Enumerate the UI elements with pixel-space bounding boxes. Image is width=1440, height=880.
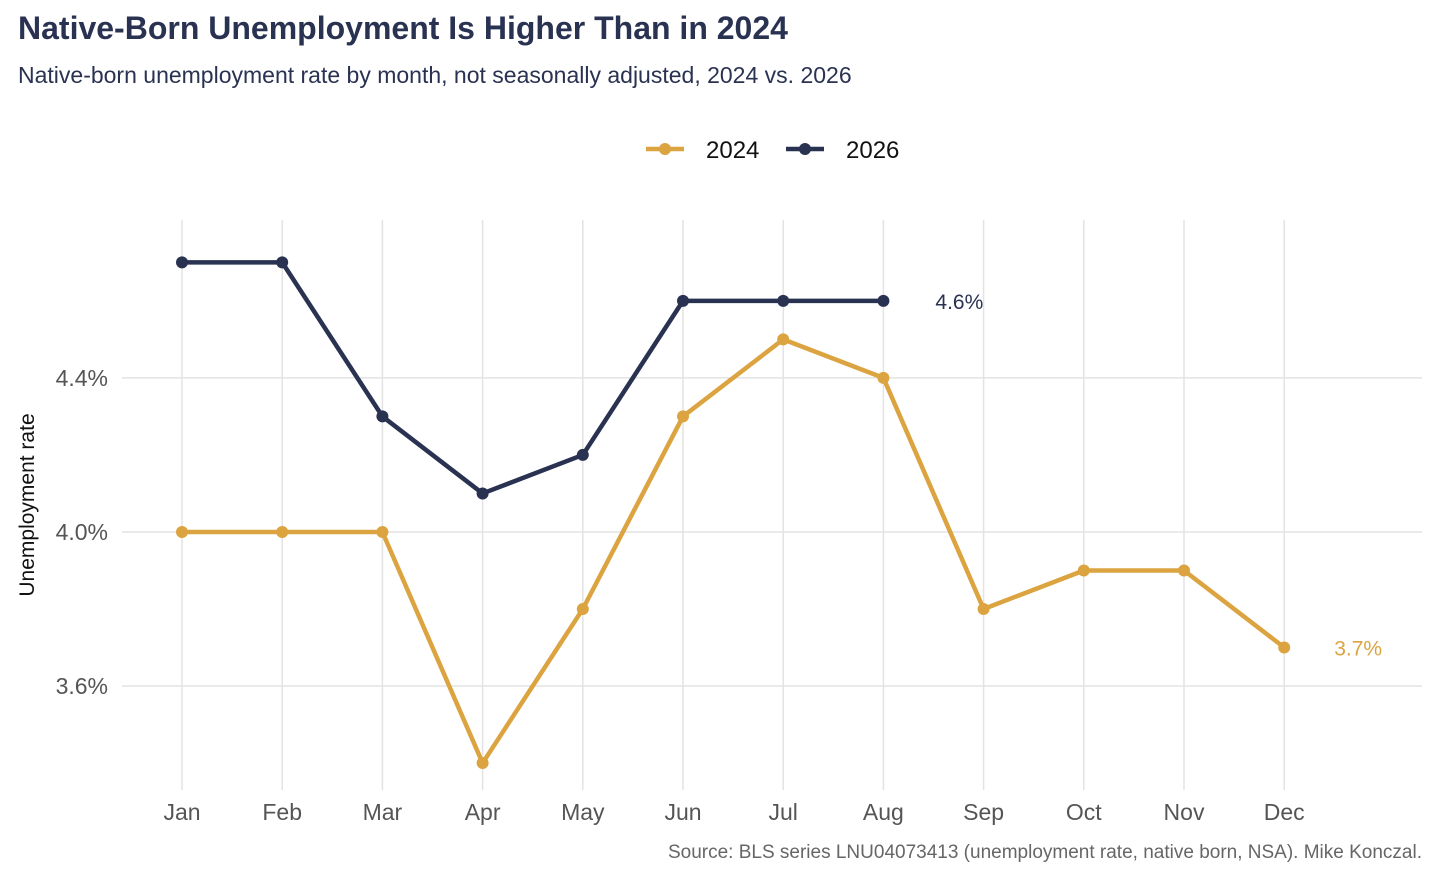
x-tick-label: Mar bbox=[363, 799, 403, 825]
chart-subtitle: Native-born unemployment rate by month, … bbox=[18, 62, 852, 88]
data-point-2024 bbox=[376, 525, 389, 538]
legend: 2024 2026 bbox=[646, 137, 899, 164]
data-point-2026 bbox=[877, 294, 890, 307]
series-lines bbox=[176, 256, 1291, 770]
x-tick-label: May bbox=[561, 799, 605, 825]
y-tick-label: 4.4% bbox=[56, 365, 108, 391]
x-gridlines bbox=[181, 220, 1285, 790]
legend-swatch-dot-2026 bbox=[799, 143, 811, 155]
legend-label-2024: 2024 bbox=[706, 137, 759, 164]
data-point-2024 bbox=[677, 410, 689, 423]
x-tick-label: Feb bbox=[262, 799, 302, 825]
end-label-2026: 4.6% bbox=[935, 291, 983, 314]
data-point-2024 bbox=[276, 525, 289, 538]
y-axis-label: Unemployment rate bbox=[16, 413, 39, 596]
data-point-2024 bbox=[977, 602, 990, 615]
x-tick-label: Aug bbox=[863, 799, 904, 825]
data-point-2024 bbox=[1178, 564, 1190, 577]
data-point-2024 bbox=[176, 525, 188, 538]
data-point-2026 bbox=[476, 487, 489, 500]
legend-swatch-dot-2024 bbox=[659, 143, 671, 155]
y-tick-label: 3.6% bbox=[56, 673, 108, 699]
end-label-2024: 3.7% bbox=[1334, 638, 1382, 661]
x-tick-label: Nov bbox=[1164, 799, 1205, 825]
x-tick-label: Dec bbox=[1264, 799, 1305, 825]
data-point-2024 bbox=[1278, 641, 1291, 654]
legend-label-2026: 2026 bbox=[846, 137, 899, 164]
data-point-2026 bbox=[376, 410, 389, 423]
source-caption: Source: BLS series LNU04073413 (unemploy… bbox=[668, 842, 1422, 863]
end-labels: 3.7% 4.6% bbox=[935, 291, 1382, 661]
data-point-2026 bbox=[576, 448, 589, 461]
x-tick-label: Apr bbox=[465, 799, 501, 825]
y-tick-label: 4.0% bbox=[56, 519, 108, 545]
data-point-2026 bbox=[276, 256, 289, 269]
data-point-2024 bbox=[777, 333, 790, 346]
x-tick-label: Jul bbox=[768, 799, 797, 825]
x-tick-label: Jun bbox=[664, 799, 701, 825]
data-point-2024 bbox=[1077, 564, 1090, 577]
data-point-2026 bbox=[176, 256, 188, 269]
data-point-2024 bbox=[476, 757, 489, 770]
data-point-2024 bbox=[877, 371, 890, 384]
series-line-2026 bbox=[182, 260, 884, 496]
x-tick-label: Jan bbox=[163, 799, 200, 825]
x-tick-label: Sep bbox=[963, 799, 1004, 825]
series-line-2024 bbox=[182, 337, 1286, 766]
y-axis-ticks: 3.6% 4.0% 4.4% bbox=[56, 365, 108, 699]
chart-title: Native-Born Unemployment Is Higher Than … bbox=[18, 10, 788, 46]
x-tick-label: Oct bbox=[1066, 799, 1102, 825]
data-point-2026 bbox=[677, 294, 689, 307]
data-point-2026 bbox=[777, 294, 790, 307]
data-point-2024 bbox=[576, 602, 589, 615]
x-axis-ticks: Jan Feb Mar Apr May Jun Jul Aug Sep Oct Nov Dec bbox=[163, 799, 1304, 825]
